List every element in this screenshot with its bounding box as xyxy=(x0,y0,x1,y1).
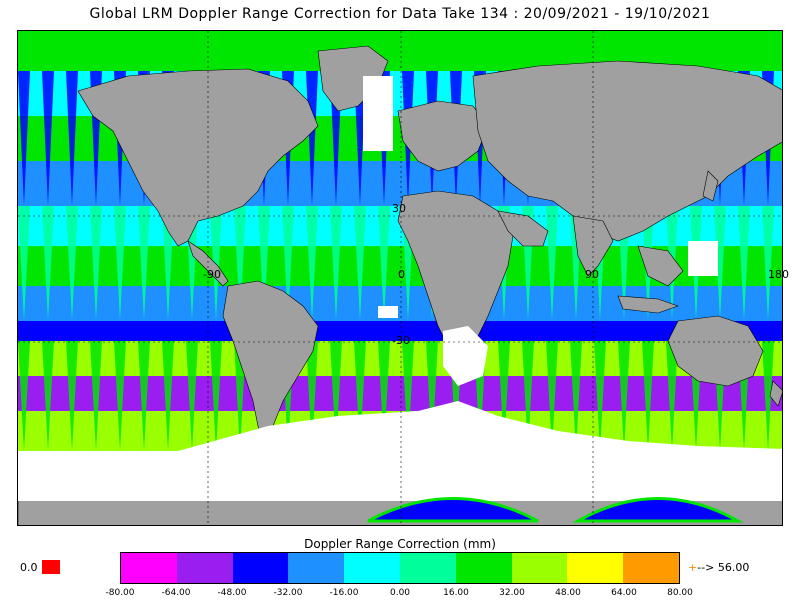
colorbar-tick-label: 64.00 xyxy=(611,588,637,598)
data-band xyxy=(18,321,782,341)
overflow-value: --> 56.00 xyxy=(697,561,750,574)
colorbar-segment xyxy=(121,553,177,583)
colorbar-segment xyxy=(399,553,456,583)
track-wedge xyxy=(114,206,126,321)
lat-label-minus30: -30 xyxy=(392,334,410,347)
colorbar-title: Doppler Range Correction (mm) xyxy=(304,537,496,551)
track-wedge xyxy=(330,341,342,451)
track-wedge xyxy=(138,206,150,321)
track-wedge xyxy=(330,206,342,321)
colorbar xyxy=(120,552,680,584)
track-wedge xyxy=(258,206,270,321)
colorbar-segment xyxy=(511,553,568,583)
colorbar-tick-label: -32.00 xyxy=(273,588,303,598)
track-wedge xyxy=(66,341,78,451)
colorbar-tick-label: -16.00 xyxy=(329,588,359,598)
track-wedge xyxy=(234,206,246,321)
colorbar-tick-label: -80.00 xyxy=(105,588,135,598)
colorbar-tick-label: 32.00 xyxy=(499,588,525,598)
track-wedge xyxy=(210,206,222,321)
track-wedge xyxy=(138,341,150,451)
colorbar-segment xyxy=(176,553,233,583)
track-wedge xyxy=(42,206,54,321)
track-wedge xyxy=(18,206,30,321)
colorbar-segment xyxy=(232,553,289,583)
track-wedge xyxy=(642,341,654,451)
track-wedge xyxy=(546,341,558,451)
track-wedge xyxy=(402,341,414,451)
antarctic-data-patch xyxy=(367,497,539,523)
track-wedge xyxy=(546,206,558,321)
colorbar-segment xyxy=(288,553,345,583)
track-wedge xyxy=(354,206,366,321)
track-wedge xyxy=(114,341,126,451)
colorbar-tick-label: 16.00 xyxy=(443,588,469,598)
track-wedge xyxy=(306,341,318,451)
track-wedge xyxy=(66,71,78,206)
track-wedge xyxy=(714,206,726,321)
lon-label-180: 180 xyxy=(768,268,789,281)
colorbar-tick-label: 80.00 xyxy=(667,588,693,598)
track-wedge xyxy=(570,341,582,451)
track-wedge xyxy=(426,341,438,451)
track-wedge xyxy=(18,341,30,451)
colorbar-tick-label: 48.00 xyxy=(555,588,581,598)
colorbar-ticks: -80.00 -64.00 -48.00 -32.00 -16.00 0.00 16.00 3… xyxy=(105,588,692,600)
track-wedge xyxy=(66,206,78,321)
track-wedge xyxy=(738,206,750,321)
zero-value-label: 0.0 xyxy=(20,561,38,574)
no-data-patches xyxy=(18,76,782,501)
track-wedge xyxy=(210,341,222,451)
colorbar-tick-label: -64.00 xyxy=(161,588,191,598)
track-wedge xyxy=(306,206,318,321)
track-wedge xyxy=(42,341,54,451)
overflow-label: +--> 56.00 xyxy=(688,561,749,574)
track-wedge xyxy=(498,341,510,451)
track-wedge xyxy=(354,341,366,451)
colorbar-segment xyxy=(455,553,512,583)
track-wedge xyxy=(186,341,198,451)
colorbar-segment xyxy=(567,553,624,583)
map-frame xyxy=(17,30,783,526)
antarctic-data-patch xyxy=(572,497,744,523)
track-wedge xyxy=(42,71,54,206)
lon-label-0: 0 xyxy=(398,268,405,281)
track-wedge xyxy=(666,341,678,451)
track-wedge xyxy=(618,341,630,451)
map-canvas xyxy=(18,31,782,525)
track-wedge xyxy=(522,341,534,451)
track-wedge xyxy=(378,206,390,321)
colorbar-segment xyxy=(344,553,400,583)
colorbar-segment xyxy=(623,553,679,583)
chart-title: Global LRM Doppler Range Correction for … xyxy=(89,6,711,22)
track-wedge xyxy=(282,206,294,321)
lon-label-90: 90 xyxy=(585,268,599,281)
track-wedge xyxy=(378,341,390,451)
track-wedge xyxy=(594,341,606,451)
overflow-arrow: + xyxy=(688,561,698,574)
zero-value-swatch xyxy=(42,560,60,574)
colorbar-tick-label: -48.00 xyxy=(217,588,247,598)
track-wedge xyxy=(162,341,174,451)
antarctic-data-patches xyxy=(367,497,744,523)
track-wedge xyxy=(90,206,102,321)
track-wedge xyxy=(90,341,102,451)
track-wedge xyxy=(762,206,774,321)
lon-label-minus90: -90 xyxy=(203,268,221,281)
colorbar-tick-label: 0.00 xyxy=(389,588,411,598)
track-wedge xyxy=(18,71,30,206)
lat-label-30: 30 xyxy=(392,202,406,215)
track-wedge xyxy=(762,341,774,451)
